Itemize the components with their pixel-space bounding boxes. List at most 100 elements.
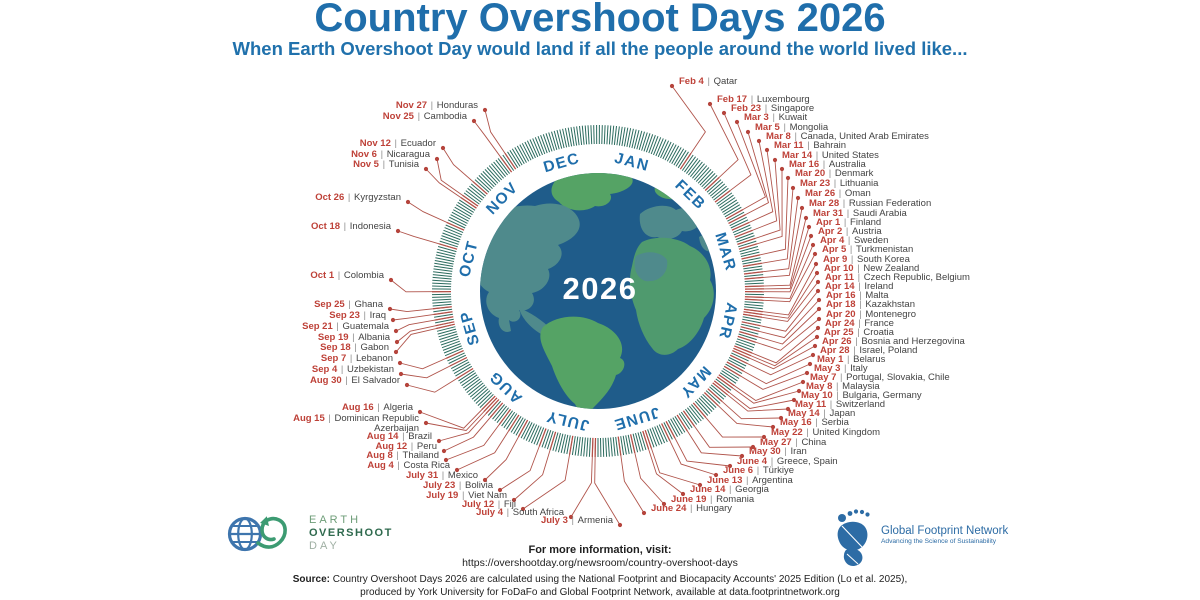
entry-country: Czech Republic, Belgium	[863, 272, 970, 283]
entry-separator: |	[360, 310, 369, 321]
entry-date: Nov 25	[382, 111, 414, 122]
country-entry: Aug 14 | Brazil	[367, 432, 432, 442]
entry-country: Austria	[852, 226, 882, 237]
entry-separator: |	[845, 235, 854, 246]
entry-country: Montenegro	[865, 309, 917, 320]
entry-separator: |	[456, 480, 464, 491]
entry-separator: |	[687, 503, 696, 514]
entry-date: June 4	[737, 456, 768, 467]
entry-separator: |	[495, 499, 503, 510]
entry-country: Honduras	[436, 100, 478, 111]
country-entry: July 19 | Viet Nam	[426, 491, 507, 501]
page-subtitle: When Earth Overshoot Day would land if a…	[232, 38, 968, 59]
entry-separator: |	[854, 263, 863, 274]
entry-date: Apr 10	[824, 263, 854, 274]
entry-separator: |	[841, 363, 850, 374]
entry-date: Oct 18	[311, 221, 341, 232]
source-block: Source: Country Overshoot Days 2026 are …	[0, 574, 1200, 599]
entry-date: Apr 1	[816, 217, 841, 228]
entry-separator: |	[408, 441, 416, 452]
entry-separator: |	[349, 332, 358, 343]
country-entry: May 3 | Italy	[814, 364, 868, 374]
entry-separator: |	[856, 309, 865, 320]
country-entry: May 11 | Switzerland	[795, 400, 885, 410]
entry-separator: |	[338, 364, 346, 375]
entry-country: Kyrgyzstan	[354, 192, 401, 203]
country-entry: May 30 | Iran	[749, 447, 807, 457]
entry-country: South Africa	[512, 507, 564, 518]
entry-date: July 23	[423, 480, 456, 491]
entry-separator: |	[812, 417, 821, 428]
entry-date: Apr 14	[825, 281, 855, 292]
country-entry: June 14 | Georgia	[690, 485, 769, 495]
entry-date: Sep 21	[302, 321, 333, 332]
entry-country: Gabon	[360, 342, 389, 353]
entry-separator: |	[459, 490, 468, 501]
entry-separator: |	[335, 270, 343, 281]
entry-country: France	[864, 318, 894, 329]
country-entry: Apr 9 | South Korea	[823, 255, 910, 265]
country-entry: Apr 26 | Bosnia and Herzegovina	[822, 337, 965, 347]
entry-date: Mar 5	[755, 122, 780, 133]
more-info-url: https://overshootday.org/newsroom/countr…	[462, 557, 738, 569]
country-entry: July 23 | Bolivia	[423, 481, 493, 491]
entry-country: Kuwait	[778, 112, 808, 123]
entry-separator: |	[840, 198, 848, 209]
country-entry: Oct 26 | Kyrgyzstan	[315, 193, 401, 203]
country-entry: Apr 10 | New Zealand	[824, 264, 919, 274]
entry-country: Lebanon	[356, 353, 393, 364]
entry-date: Apr 16	[826, 290, 856, 301]
entry-date: Oct 1	[310, 270, 335, 281]
entry-separator: |	[377, 149, 386, 160]
entry-country: South Korea	[857, 254, 910, 265]
country-entry: Mar 28 | Russian Federation	[809, 199, 931, 209]
entry-separator: |	[791, 131, 800, 142]
entry-separator: |	[827, 399, 835, 410]
entry-country: Dominican Republic	[334, 413, 419, 424]
entry-date: May 3	[814, 363, 841, 374]
entry-country: Argentina	[752, 475, 793, 486]
country-entry: Nov 25 | Cambodia	[383, 112, 467, 122]
entry-separator: |	[341, 221, 349, 232]
entry-separator: |	[837, 372, 846, 383]
country-entry: Apr 11 | Czech Republic, Belgium	[825, 273, 970, 283]
country-entry: July 4 | South Africa	[476, 508, 564, 518]
entry-country: Bosnia and Herzegovina	[861, 336, 965, 347]
entry-date: June 14	[690, 484, 726, 495]
entry-date: Apr 28	[820, 345, 850, 356]
country-entry: Sep 23 | Iraq	[329, 311, 386, 321]
entry-separator: |	[379, 159, 388, 170]
entry-date: Mar 28	[809, 198, 840, 209]
entry-separator: |	[704, 76, 713, 87]
entry-date: Mar 8	[766, 131, 791, 142]
entry-separator: |	[743, 475, 752, 486]
entry-separator: |	[414, 111, 423, 122]
entry-separator: |	[748, 94, 756, 105]
entry-country: Romania	[716, 494, 755, 505]
entry-separator: |	[792, 437, 801, 448]
earth-overshoot-day-icon	[227, 516, 287, 552]
entry-country: Uzbekistan	[347, 364, 394, 375]
country-entry: Aug 12 | Peru	[375, 442, 437, 452]
country-entry: Apr 25 | Croatia	[824, 328, 894, 338]
entry-date: Feb 17	[717, 94, 748, 105]
entry-separator: |	[854, 327, 863, 338]
country-entry: May 16 | Serbia	[780, 418, 849, 428]
entry-separator: |	[844, 354, 853, 365]
entry-country: Peru	[416, 441, 437, 452]
country-entry: June 24 | Hungary	[651, 504, 732, 514]
entry-separator: |	[342, 375, 351, 386]
entry-separator: |	[804, 140, 813, 151]
entry-country: Thailand	[402, 450, 439, 461]
entry-date: Aug 30	[309, 375, 342, 386]
entry-date: May 8	[806, 381, 833, 392]
country-entry: Mar 16 | Australia	[789, 160, 866, 170]
entry-date: Aug 14	[366, 431, 399, 442]
entry-date: Mar 3	[744, 112, 769, 123]
entry-separator: |	[374, 402, 383, 413]
entry-separator: |	[428, 100, 436, 111]
country-entry: Mar 14 | United States	[782, 151, 879, 161]
